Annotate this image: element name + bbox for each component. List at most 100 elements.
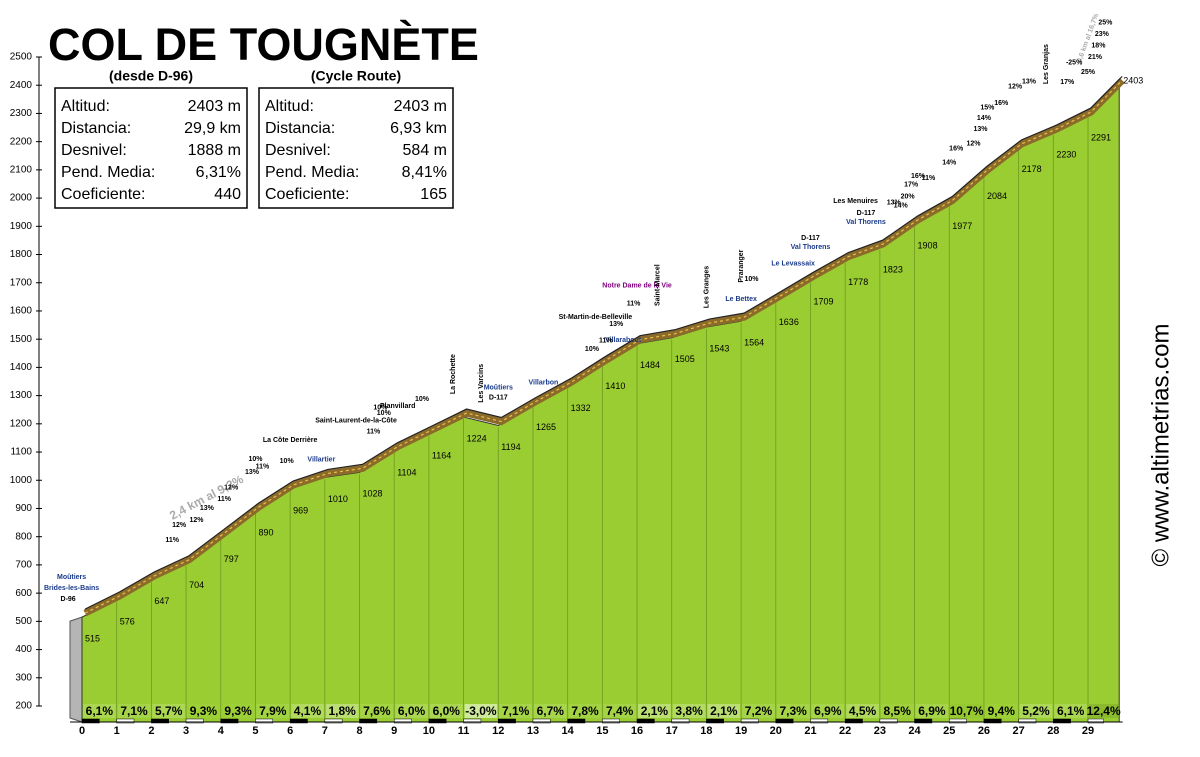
gradient-note: 10%: [280, 458, 295, 465]
segment-label: 3,8%: [675, 704, 703, 718]
gradient-note: 12%: [172, 522, 187, 529]
segment-gradient: [984, 704, 1018, 718]
x-tick-label: 5: [252, 725, 258, 737]
x-tick-label: 15: [596, 725, 608, 737]
elevation-label: 576: [120, 616, 135, 626]
km-strip: [220, 718, 239, 724]
km-strip: [636, 718, 655, 724]
km-strip: [532, 718, 551, 724]
info-label: Altitud:: [265, 98, 314, 115]
segment-label: 2,1%: [641, 704, 669, 718]
gradient-note: 23%: [1095, 31, 1110, 38]
x-tick-label: 11: [458, 725, 470, 737]
segment-gradient: [811, 704, 845, 718]
km-strip: [949, 718, 967, 724]
km-strip: [844, 718, 863, 724]
gradient-note: 13%: [1022, 78, 1037, 85]
segment-gradient: [846, 704, 879, 718]
x-tick-label: 8: [356, 725, 362, 737]
info-label: Desnivel:: [265, 142, 331, 159]
segment-gradient: [325, 704, 359, 718]
gradient-note: 10%: [373, 404, 388, 411]
y-tick-label: 500: [15, 616, 32, 627]
info-value: 8,41%: [402, 164, 447, 181]
elevation-label: 1505: [675, 354, 695, 364]
segment-label: 6,9%: [814, 704, 842, 718]
gradient-note: 13%: [973, 126, 988, 133]
y-tick-label: 2200: [10, 136, 33, 147]
climb-label: 2,4 km al 9,2%: [167, 472, 246, 523]
y-tick-label: 2100: [10, 165, 33, 176]
y-tick-label: 600: [15, 588, 32, 599]
segment-label: 6,0%: [433, 704, 461, 718]
y-tick-label: 1600: [10, 306, 33, 317]
x-tick-label: 20: [770, 725, 782, 737]
x-tick-label: 22: [839, 725, 851, 737]
segment-label: -3,0%: [465, 704, 497, 718]
segment-label: 4,5%: [849, 704, 877, 718]
info-label: Altitud:: [61, 98, 110, 115]
km-strip: [255, 718, 274, 724]
side-face: [69, 616, 83, 723]
y-tick-label: 2500: [10, 52, 33, 63]
segment-label: 8,5%: [884, 704, 912, 718]
segment-gradient: [1054, 704, 1088, 718]
info-label: Distancia:: [61, 120, 131, 137]
gradient-note: 20%: [901, 194, 916, 201]
x-tick-label: 26: [978, 725, 990, 737]
credit: © www.altimetrias.com: [1147, 323, 1174, 566]
place-label: La Côte Derrière: [263, 437, 318, 444]
gradient-note: 13%: [245, 469, 260, 476]
place-label: D-117: [489, 394, 508, 401]
place-label: Les Menuires: [833, 198, 878, 205]
km-strip: [1087, 718, 1104, 724]
elevation-label: 2403: [1123, 76, 1143, 86]
km-strip: [775, 718, 794, 724]
segment-gradient: [533, 704, 567, 718]
km-strip: [393, 718, 412, 724]
x-tick-label: 9: [391, 725, 397, 737]
gradient-note: 25%: [1081, 69, 1096, 76]
km-strip: [810, 718, 829, 724]
y-tick-label: 1200: [10, 418, 33, 429]
gradient-note: 12%: [224, 485, 239, 492]
gradient-note: 16%: [949, 145, 964, 152]
elevation-label: 1332: [571, 403, 591, 413]
segment-label: 6,1%: [86, 704, 114, 718]
y-tick-label: 2300: [10, 108, 33, 119]
x-tick-label: 7: [322, 725, 328, 737]
segment-gradient: [83, 704, 116, 718]
gradient-note: 16%: [994, 100, 1009, 107]
km-strip: [567, 718, 586, 724]
segment-label: 7,1%: [502, 704, 530, 718]
info-label: Pend. Media:: [61, 164, 155, 181]
place-label: Le Levassaix: [771, 260, 815, 267]
x-tick-label: 21: [804, 725, 816, 737]
x-tick-label: 19: [735, 725, 747, 737]
gradient-note: 13%: [200, 505, 215, 512]
gradient-note: 13%: [887, 199, 902, 206]
y-tick-label: 800: [15, 531, 32, 542]
elevation-label: 969: [293, 505, 308, 515]
x-tick-label: 10: [423, 725, 435, 737]
x-tick-label: 17: [666, 725, 678, 737]
segment-gradient: [915, 704, 949, 718]
x-tick-label: 6: [287, 725, 293, 737]
place-label: St-Martin-de-Belleville: [559, 314, 633, 321]
info-label: Coeficiente:: [61, 186, 146, 203]
elevation-label: 1194: [501, 442, 520, 452]
info-value: 440: [214, 186, 241, 203]
segment-gradient: [499, 704, 532, 718]
elevation-label: 2230: [1056, 150, 1076, 160]
place-label: Les Granges: [703, 266, 710, 309]
km-strip: [81, 718, 100, 724]
elevation-label: 2084: [987, 191, 1007, 201]
gradient-note: 25%: [1098, 19, 1113, 26]
place-label: Villartier: [307, 456, 335, 463]
x-tick-label: 25: [943, 725, 955, 737]
segment-label: 10,7%: [950, 704, 984, 718]
gradient-note: 11%: [599, 337, 613, 344]
y-tick-label: 400: [15, 644, 32, 655]
segment-label: 6,9%: [918, 704, 946, 718]
gradient-note: 11%: [367, 429, 381, 436]
